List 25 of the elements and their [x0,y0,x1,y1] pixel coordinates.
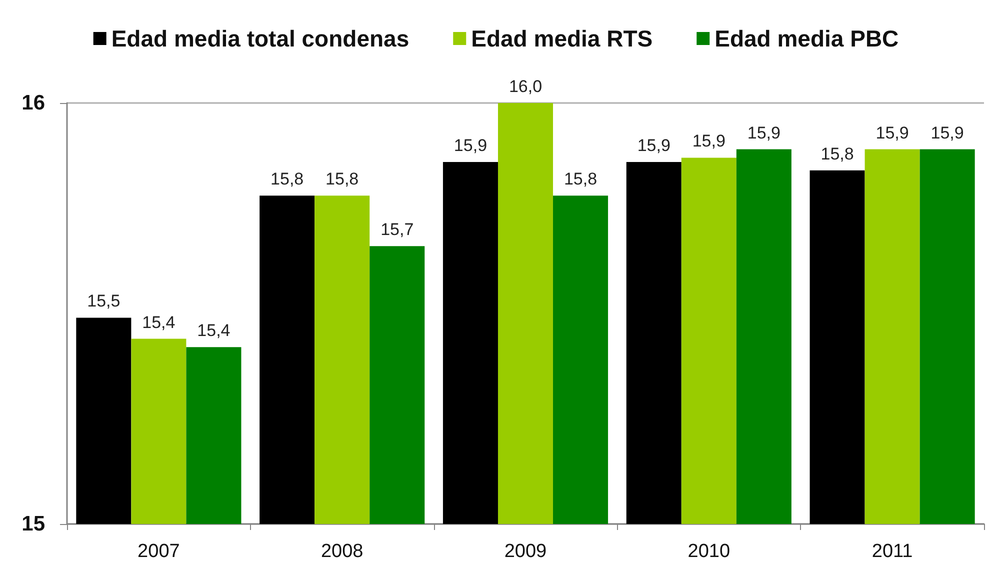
data-label: 15,8 [564,170,598,189]
data-label: 16,0 [508,77,542,96]
data-label: 15,9 [747,123,780,142]
legend-label: Edad media total condenas [111,26,410,52]
legend-label: Edad media RTS [471,26,653,52]
x-tick-label: 2010 [688,541,730,562]
data-label: 15,9 [876,123,909,142]
x-tick-label: 2007 [138,541,180,562]
x-tick-label: 2011 [872,541,913,562]
data-label: 15,9 [930,123,964,142]
data-label: 15,5 [87,292,120,311]
data-label: 15,8 [270,170,304,189]
y-tick-label: 15 [22,512,46,536]
data-label: 15,8 [326,170,359,189]
data-label: 15,9 [637,136,670,155]
x-tick-label: 2009 [504,541,547,562]
legend-label: Edad media PBC [714,26,899,52]
data-label: 15,4 [142,312,176,332]
data-label: 15,9 [454,136,488,155]
data-label: 15,9 [692,132,726,151]
x-tick-label: 2008 [320,541,364,562]
data-label: 15,7 [380,220,414,240]
data-label: 15,4 [197,321,230,340]
data-label: 15,8 [820,144,854,164]
y-tick-label: 16 [22,92,45,114]
